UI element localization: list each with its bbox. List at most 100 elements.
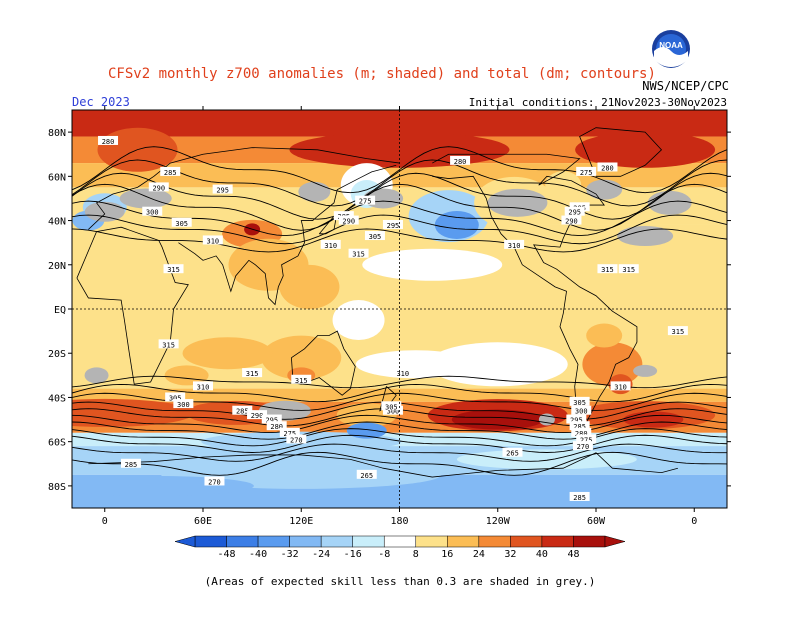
contour-label: 270 bbox=[208, 478, 221, 486]
contour-label: 315 bbox=[295, 377, 308, 385]
lat-label: 20N bbox=[48, 261, 66, 272]
lon-label: 120E bbox=[289, 516, 313, 527]
agency-label: NWS/NCEP/CPC bbox=[642, 79, 729, 93]
colorbar-swatch bbox=[194, 535, 227, 548]
height-contour bbox=[72, 383, 727, 403]
contour-label: 315 bbox=[672, 328, 685, 336]
contour-label-bg bbox=[576, 166, 597, 176]
lat-label: EQ bbox=[54, 305, 66, 316]
contour-label-bg bbox=[569, 491, 590, 501]
colorbar-tick-label: 16 bbox=[441, 549, 453, 560]
initial-conditions: Initial conditions: 21Nov2023-30Nov2023 bbox=[468, 96, 727, 109]
contour-label-bg bbox=[610, 381, 631, 391]
lon-label: 60W bbox=[587, 516, 606, 527]
contour-label: 300 bbox=[177, 401, 190, 409]
contour-label: 285 bbox=[573, 423, 586, 431]
lon-label: 60E bbox=[194, 516, 212, 527]
contour-label: 300 bbox=[387, 408, 400, 416]
lat-label: 80N bbox=[48, 128, 66, 139]
coastline bbox=[379, 386, 397, 412]
lon-label: 0 bbox=[102, 516, 108, 527]
contour-label: 295 bbox=[570, 417, 583, 425]
contour-label-bg bbox=[348, 248, 369, 258]
contour-label-bg bbox=[355, 195, 376, 205]
contour-label-bg bbox=[158, 339, 179, 349]
contour-label-bg bbox=[338, 215, 359, 225]
colorbar-swatch bbox=[289, 535, 322, 548]
contour-label: 275 bbox=[283, 430, 296, 438]
anomaly-cell bbox=[182, 337, 273, 370]
low-skill-patch bbox=[633, 364, 658, 377]
contour-label: 315 bbox=[622, 266, 635, 274]
contour-label-bg bbox=[571, 427, 592, 437]
colorbar-tick-label: 48 bbox=[567, 549, 579, 560]
contour-label-bg bbox=[202, 235, 223, 245]
contour-label-bg bbox=[597, 162, 618, 172]
low-skill-patch bbox=[84, 367, 109, 384]
contour-label: 285 bbox=[236, 408, 249, 416]
contour-label: 310 bbox=[197, 383, 210, 391]
low-skill-patch bbox=[487, 188, 548, 217]
colorbar-swatch bbox=[510, 535, 543, 548]
low-skill-patch bbox=[586, 179, 623, 200]
anomaly-cell bbox=[582, 342, 643, 387]
colorbar-tick-label: -40 bbox=[249, 549, 267, 560]
contour-label: 315 bbox=[167, 266, 180, 274]
contour-label-bg bbox=[286, 434, 307, 444]
colorbar-swatch bbox=[478, 535, 511, 548]
contour-label: 315 bbox=[352, 251, 365, 259]
contour-label: 275 bbox=[580, 436, 593, 444]
contour-label: 305 bbox=[175, 220, 188, 228]
coastline bbox=[76, 226, 189, 385]
contour-label: 280 bbox=[454, 158, 467, 166]
colorbar-swatch bbox=[352, 535, 385, 548]
contour-label: 285 bbox=[125, 461, 138, 469]
contour-label-bg bbox=[576, 434, 597, 444]
anomaly-cell bbox=[261, 335, 342, 380]
colorbar-tick-label: -16 bbox=[344, 549, 362, 560]
colorbar-tick-label: -48 bbox=[218, 549, 236, 560]
contour-label: 280 bbox=[270, 423, 283, 431]
contour-label-bg bbox=[569, 421, 590, 431]
contour-label: 310 bbox=[508, 242, 521, 250]
contour-label: 305 bbox=[573, 399, 586, 407]
contour-label: 295 bbox=[387, 222, 400, 230]
contour-label: 315 bbox=[246, 370, 259, 378]
contour-label: 270 bbox=[290, 436, 303, 444]
contour-label-bg bbox=[356, 469, 377, 479]
lat-label: 60S bbox=[48, 438, 66, 449]
colorbar-arrow-left bbox=[174, 535, 196, 548]
contour-label: 300 bbox=[575, 408, 588, 416]
contour-label: 290 bbox=[251, 412, 264, 420]
anomaly-cell bbox=[575, 131, 716, 168]
colorbar-swatch bbox=[573, 535, 606, 548]
contour-label-bg bbox=[291, 374, 312, 384]
contour-label-bg bbox=[571, 405, 592, 415]
anomaly-cell bbox=[332, 300, 385, 341]
lat-label: 20S bbox=[48, 349, 66, 360]
low-skill-patch bbox=[298, 181, 331, 202]
contour-label-bg bbox=[160, 166, 181, 176]
contour-label-bg bbox=[266, 421, 287, 431]
contour-label: 275 bbox=[359, 198, 372, 206]
lat-label: 40S bbox=[48, 393, 66, 404]
height-contour bbox=[72, 214, 727, 245]
contour-label-bg bbox=[148, 182, 169, 192]
forecast-month: Dec 2023 bbox=[72, 95, 130, 109]
contour-label: 265 bbox=[506, 450, 519, 458]
contour-label-bg bbox=[279, 427, 300, 437]
contour-label-bg bbox=[364, 231, 385, 241]
contour-label: 280 bbox=[575, 430, 588, 438]
coastline bbox=[178, 164, 397, 306]
anomaly-cell bbox=[394, 480, 635, 501]
skill-footnote: (Areas of expected skill less than 0.3 a… bbox=[204, 575, 596, 588]
contour-label-bg bbox=[171, 217, 192, 227]
lon-label: 0 bbox=[691, 516, 697, 527]
colorbar-swatch bbox=[383, 535, 417, 548]
contour-label: 265 bbox=[360, 472, 373, 480]
contour-label: 280 bbox=[102, 138, 115, 146]
anomaly-cell bbox=[427, 342, 568, 387]
lon-label: 180 bbox=[390, 516, 408, 527]
contour-label-bg bbox=[98, 135, 119, 145]
contour-label-bg bbox=[561, 215, 582, 225]
